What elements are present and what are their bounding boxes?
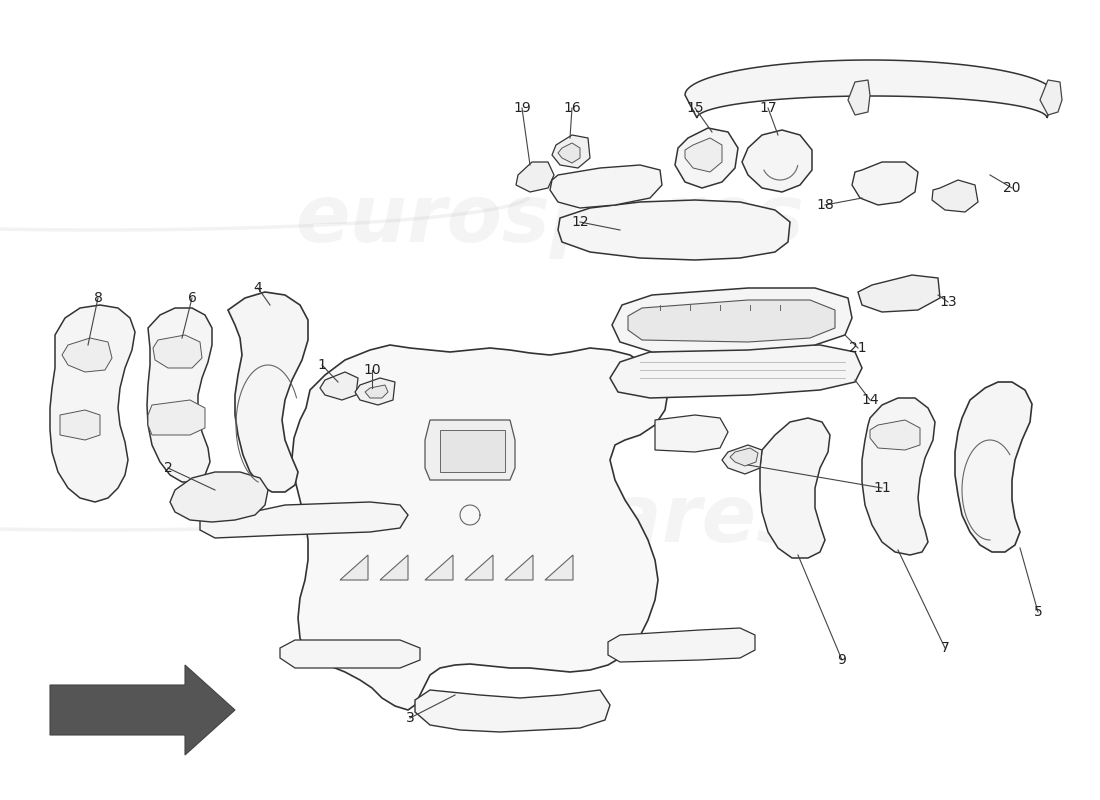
Text: 2: 2 [164,461,173,475]
Polygon shape [675,128,738,188]
Polygon shape [608,628,755,662]
Text: 17: 17 [759,101,777,115]
Text: 14: 14 [861,393,879,407]
Polygon shape [760,418,830,558]
Polygon shape [320,372,358,400]
Polygon shape [50,665,235,755]
Polygon shape [355,378,395,405]
Polygon shape [379,555,408,580]
Polygon shape [415,690,610,732]
Polygon shape [147,308,212,482]
Polygon shape [612,288,852,352]
Polygon shape [848,80,870,115]
Polygon shape [852,162,918,205]
Polygon shape [340,555,368,580]
Polygon shape [558,200,790,260]
Polygon shape [516,162,554,192]
Text: 21: 21 [849,341,867,355]
Polygon shape [730,448,758,466]
Text: 10: 10 [363,363,381,377]
Polygon shape [654,415,728,452]
Text: 1: 1 [318,358,327,372]
Polygon shape [60,410,100,440]
Text: 13: 13 [939,295,957,309]
Text: 3: 3 [406,711,415,725]
Polygon shape [858,275,940,312]
Polygon shape [870,420,920,450]
Polygon shape [465,555,493,580]
Polygon shape [62,338,112,372]
Text: 20: 20 [1003,181,1021,195]
Polygon shape [685,60,1055,118]
Polygon shape [280,640,420,668]
Polygon shape [722,445,762,474]
Polygon shape [505,555,534,580]
Text: 18: 18 [816,198,834,212]
Polygon shape [148,400,205,435]
Polygon shape [862,398,935,555]
Text: 11: 11 [873,481,891,495]
Polygon shape [628,300,835,342]
Polygon shape [742,130,812,192]
Polygon shape [558,143,580,163]
Polygon shape [955,382,1032,552]
Text: 6: 6 [188,291,197,305]
Text: eurospares: eurospares [296,181,804,259]
Polygon shape [153,335,202,368]
Text: 9: 9 [837,653,846,667]
Polygon shape [544,555,573,580]
Polygon shape [50,305,135,502]
Polygon shape [170,472,268,522]
Text: 5: 5 [1034,605,1043,619]
Polygon shape [932,180,978,212]
Polygon shape [200,502,408,538]
Polygon shape [228,292,308,492]
Text: 19: 19 [513,101,531,115]
Polygon shape [552,135,590,168]
Text: 7: 7 [940,641,949,655]
Polygon shape [550,165,662,208]
Polygon shape [365,385,388,398]
Text: 4: 4 [254,281,263,295]
Text: 16: 16 [563,101,581,115]
Polygon shape [1040,80,1062,115]
Polygon shape [425,420,515,480]
Polygon shape [292,345,668,710]
Polygon shape [440,430,505,472]
Polygon shape [425,555,453,580]
Polygon shape [610,345,862,398]
Text: 8: 8 [94,291,102,305]
Text: 12: 12 [571,215,588,229]
Polygon shape [685,138,722,172]
Text: eurospares: eurospares [296,481,804,559]
Text: 15: 15 [686,101,704,115]
